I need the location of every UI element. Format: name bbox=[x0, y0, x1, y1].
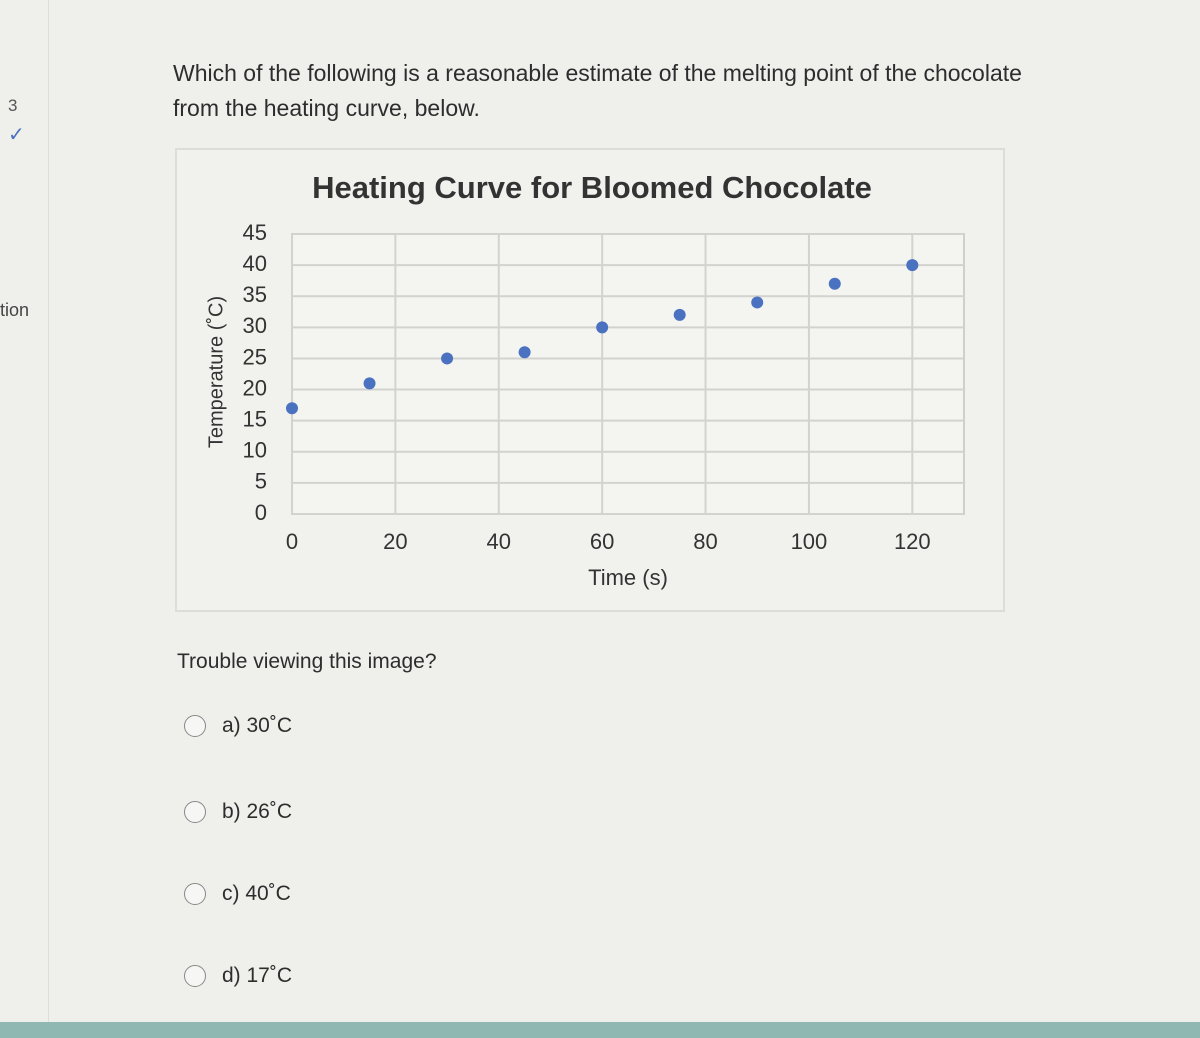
data-point bbox=[906, 259, 919, 272]
sidebar-label[interactable]: tion bbox=[0, 300, 30, 320]
x-tick-label: 0 bbox=[286, 529, 298, 554]
data-point bbox=[751, 296, 764, 309]
data-point bbox=[673, 308, 686, 321]
option[interactable]: a) 30˚C bbox=[184, 714, 292, 738]
y-tick-label: 10 bbox=[243, 438, 267, 463]
radio-button[interactable] bbox=[184, 965, 206, 987]
y-tick-label: 0 bbox=[255, 500, 267, 525]
radio-button[interactable] bbox=[184, 883, 206, 905]
x-tick-label: 20 bbox=[383, 529, 407, 554]
y-tick-label: 5 bbox=[255, 469, 267, 494]
option-label[interactable]: c) 40˚C bbox=[222, 882, 291, 905]
x-tick-label: 100 bbox=[791, 529, 828, 554]
option-label[interactable]: a) 30˚C bbox=[222, 714, 293, 737]
data-point bbox=[286, 402, 298, 415]
check-icon: ✓ bbox=[8, 124, 25, 146]
data-point bbox=[518, 346, 531, 359]
x-tick-label: 120 bbox=[894, 529, 931, 554]
chart-container: Heating Curve for Bloomed Chocolate Time… bbox=[175, 148, 1005, 612]
question-number[interactable]: 3 bbox=[8, 96, 18, 115]
data-point bbox=[363, 377, 376, 390]
y-tick-label: 35 bbox=[243, 282, 267, 307]
option[interactable]: d) 17˚C bbox=[184, 964, 292, 988]
trouble-link[interactable]: Trouble viewing this image? bbox=[177, 650, 437, 673]
y-tick-label: 45 bbox=[243, 220, 267, 245]
y-tick-label: 20 bbox=[243, 375, 267, 400]
plot-area bbox=[291, 233, 965, 515]
x-tick-label: 80 bbox=[693, 529, 717, 554]
y-tick-label: 40 bbox=[243, 251, 267, 276]
question-text: Which of the following is a reasonable e… bbox=[173, 60, 1022, 121]
y-tick-label: 15 bbox=[243, 406, 267, 431]
x-tick-label: 60 bbox=[590, 529, 614, 554]
option-label[interactable]: d) 17˚C bbox=[222, 964, 293, 987]
chart: Heating Curve for Bloomed Chocolate Time… bbox=[205, 170, 965, 590]
y-tick-label: 25 bbox=[243, 344, 267, 369]
sidebar: 3 ✓ tion bbox=[0, 0, 49, 1038]
radio-button[interactable] bbox=[184, 801, 206, 823]
radio-button[interactable] bbox=[184, 715, 206, 737]
option[interactable]: c) 40˚C bbox=[184, 882, 291, 906]
data-point bbox=[596, 321, 609, 334]
data-point bbox=[828, 277, 841, 290]
x-axis-label: Time (s) bbox=[588, 565, 668, 590]
taskbar bbox=[0, 1022, 1200, 1038]
y-tick-label: 30 bbox=[243, 313, 267, 338]
x-tick-label: 40 bbox=[487, 529, 511, 554]
y-axis-label: Temperature (˚C) bbox=[205, 296, 227, 448]
chart-title: Heating Curve for Bloomed Chocolate bbox=[312, 170, 872, 205]
option[interactable]: b) 26˚C bbox=[184, 800, 292, 824]
data-point bbox=[441, 352, 454, 365]
option-label[interactable]: b) 26˚C bbox=[222, 800, 293, 823]
